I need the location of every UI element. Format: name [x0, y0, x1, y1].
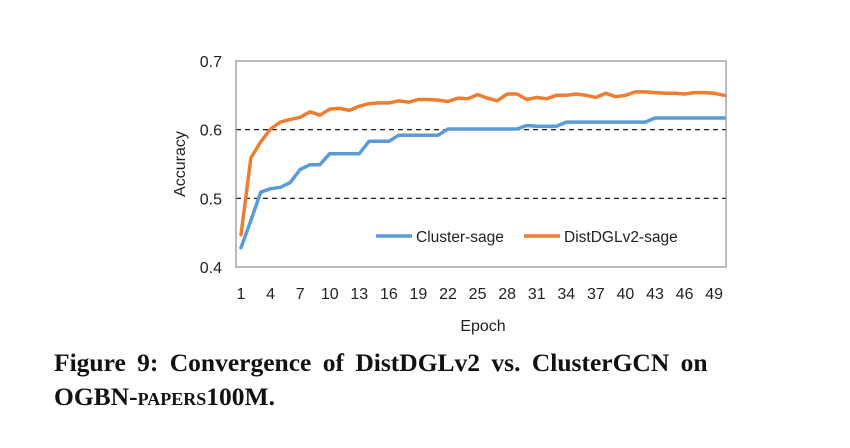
y-tick-label: 0.7: [200, 54, 222, 71]
x-tick-label: 7: [296, 286, 305, 303]
series-lines: [239, 90, 726, 250]
plot-frame: [235, 60, 727, 268]
x-tick-label: 37: [587, 286, 605, 303]
figure-caption: Figure 9: Convergence of DistDGLv2 vs. C…: [54, 346, 850, 414]
caption-dataset-suffix: 100M.: [206, 382, 275, 411]
chart-svg: 0.4 0.5 0.6 0.7 1 4 7 10 13 16 19 22 25 28 31 34 37 40 43…: [172, 54, 727, 335]
x-tick-label: 16: [380, 286, 398, 303]
x-axis-label: Epoch: [460, 318, 505, 335]
y-tick-label: 0.6: [200, 123, 222, 140]
caption-dataset-prefix: OGBN-: [54, 382, 138, 411]
x-tick-label: 46: [676, 286, 694, 303]
caption-line-2: OGBN-papers100M.: [54, 380, 850, 414]
legend-label-cluster-sage: Cluster-sage: [416, 229, 504, 246]
x-tick-label: 40: [617, 286, 635, 303]
y-axis-ticks: 0.4 0.5 0.6 0.7: [200, 54, 222, 277]
series-line-cluster-sage: [239, 116, 726, 250]
x-tick-label: 43: [646, 286, 664, 303]
x-tick-label: 22: [439, 286, 457, 303]
caption-line-1: Figure 9: Convergence of DistDGLv2 vs. C…: [54, 348, 708, 377]
x-tick-label: 10: [321, 286, 339, 303]
x-tick-label: 4: [266, 286, 275, 303]
x-tick-label: 13: [350, 286, 368, 303]
x-tick-label: 25: [469, 286, 487, 303]
y-tick-label: 0.5: [200, 191, 222, 208]
chart: 0.4 0.5 0.6 0.7 1 4 7 10 13 16 19 22 25 28 31 34 37 40 43…: [172, 54, 727, 335]
x-tick-label: 1: [237, 286, 246, 303]
legend-label-distdglv2-sage: DistDGLv2-sage: [564, 229, 678, 246]
y-tick-label: 0.4: [200, 260, 222, 277]
caption-dataset-smallcaps: papers: [137, 382, 207, 411]
x-tick-label: 31: [528, 286, 546, 303]
x-tick-label: 49: [705, 286, 723, 303]
series-line-distdglv2-sage: [239, 90, 726, 237]
y-axis-label: Accuracy: [172, 131, 189, 197]
x-tick-label: 19: [410, 286, 428, 303]
x-axis-ticks: 1 4 7 10 13 16 19 22 25 28 31 34 37 40 43 46 49: [237, 286, 724, 303]
legend: Cluster-sage DistDGLv2-sage: [376, 229, 678, 246]
x-tick-label: 34: [557, 286, 575, 303]
x-tick-label: 28: [498, 286, 516, 303]
